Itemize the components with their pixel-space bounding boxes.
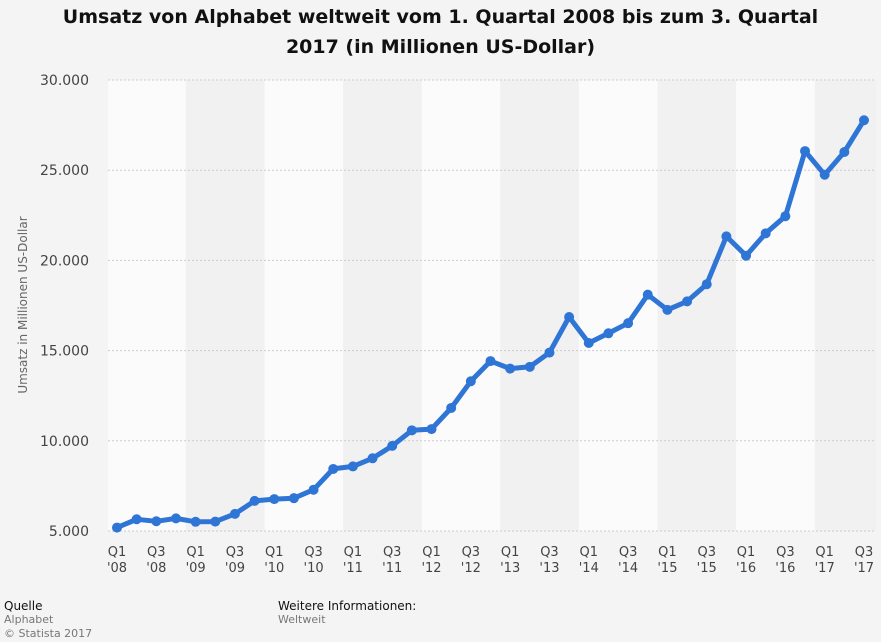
year-band (343, 80, 422, 531)
info-heading: Weitere Informationen: (278, 599, 417, 613)
x-tick-label: Q1'13 (500, 545, 520, 576)
x-tick-label: Q1'15 (657, 545, 677, 576)
y-tick-label: 20.000 (40, 253, 89, 269)
source-name: Alphabet (4, 613, 54, 626)
data-point (170, 513, 181, 524)
year-band (578, 80, 658, 531)
data-point (741, 250, 752, 261)
y-tick-label: 10.000 (40, 434, 89, 450)
info-block: Weitere Informationen: Weltweit (278, 599, 416, 627)
data-point (367, 453, 378, 464)
data-point (800, 146, 811, 157)
x-tick-label: Q1'12 (421, 545, 441, 576)
data-point (131, 514, 142, 525)
y-tick-label: 5.000 (49, 524, 89, 540)
y-tick-label: 30.000 (40, 73, 89, 89)
chart-title-line-2: 2017 (in Millionen US-Dollar) (285, 36, 596, 58)
data-point (229, 508, 240, 519)
background-bands (108, 80, 876, 531)
data-point (603, 328, 614, 339)
source-block: Quelle Alphabet © Statista 2017 (4, 599, 92, 641)
x-tick-label: Q3'11 (382, 545, 402, 576)
source-heading: Quelle (4, 599, 43, 613)
gridlines (108, 79, 876, 532)
x-tick-label: Q3'10 (304, 545, 324, 576)
y-axis-label: Umsatz in Millionen US-Dollar (16, 216, 30, 394)
x-tick-label: Q1'14 (579, 545, 599, 576)
data-point (839, 146, 850, 157)
info-value: Weltweit (278, 613, 326, 626)
year-band (657, 80, 737, 531)
data-point (308, 484, 319, 495)
data-point (564, 312, 575, 323)
y-axis-tick-labels: 5.000 10.000 15.000 20.000 25.000 30.000 (40, 73, 89, 540)
x-tick-label: Q1'09 (186, 545, 206, 576)
year-band (264, 80, 344, 531)
year-band (421, 80, 501, 531)
data-point (387, 440, 398, 451)
year-band (500, 80, 579, 531)
x-tick-label: Q1'17 (815, 545, 835, 576)
data-point (760, 228, 771, 239)
x-tick-label: Q3'15 (697, 545, 717, 576)
data-point (623, 318, 634, 329)
data-point (544, 347, 555, 358)
data-point (347, 461, 358, 472)
data-point (485, 356, 496, 367)
data-point (721, 231, 732, 242)
data-point (780, 211, 791, 222)
copyright-text: © Statista 2017 (4, 627, 93, 640)
x-tick-label: Q3'09 (225, 545, 245, 576)
data-point (662, 304, 673, 315)
data-point (524, 361, 535, 372)
data-point (819, 169, 830, 180)
data-series (112, 115, 869, 533)
x-tick-label: Q1'16 (736, 545, 756, 576)
x-tick-label: Q1'11 (343, 545, 363, 576)
data-point (859, 115, 869, 126)
x-tick-label: Q1'10 (264, 545, 284, 576)
x-tick-label: Q1'08 (107, 545, 127, 576)
x-tick-label: Q3'13 (539, 545, 559, 576)
data-point (249, 495, 260, 506)
x-tick-label: Q3'08 (146, 545, 166, 576)
data-point (426, 424, 437, 435)
data-point (151, 516, 162, 527)
data-point (465, 376, 476, 387)
data-point (701, 279, 712, 290)
data-point (642, 289, 653, 300)
data-point (288, 493, 299, 504)
chart-title-line-1: Umsatz von Alphabet weltweit vom 1. Quar… (62, 6, 819, 28)
x-axis-tick-labels: Q1'08 Q3'08 Q1'09 Q3'09 Q1'10 Q3'10 Q1'11 Q3'11… (107, 545, 874, 576)
data-point (682, 296, 693, 307)
y-tick-label: 25.000 (40, 163, 89, 179)
x-tick-label: Q3'12 (461, 545, 481, 576)
x-tick-label: Q3'14 (618, 545, 638, 576)
year-band (108, 80, 186, 531)
y-tick-label: 15.000 (40, 344, 89, 360)
x-tick-label: Q3'16 (775, 545, 795, 576)
data-point (210, 516, 221, 527)
chart-title: Umsatz von Alphabet weltweit vom 1. Quar… (0, 2, 881, 62)
year-band (185, 80, 265, 531)
data-point (112, 522, 122, 533)
data-point (583, 338, 594, 349)
data-point (406, 425, 417, 436)
data-point (328, 463, 339, 474)
data-point (446, 402, 457, 413)
data-point (190, 516, 201, 527)
data-point (505, 363, 516, 374)
x-tick-label: Q3'17 (854, 545, 874, 576)
data-point (269, 494, 280, 505)
